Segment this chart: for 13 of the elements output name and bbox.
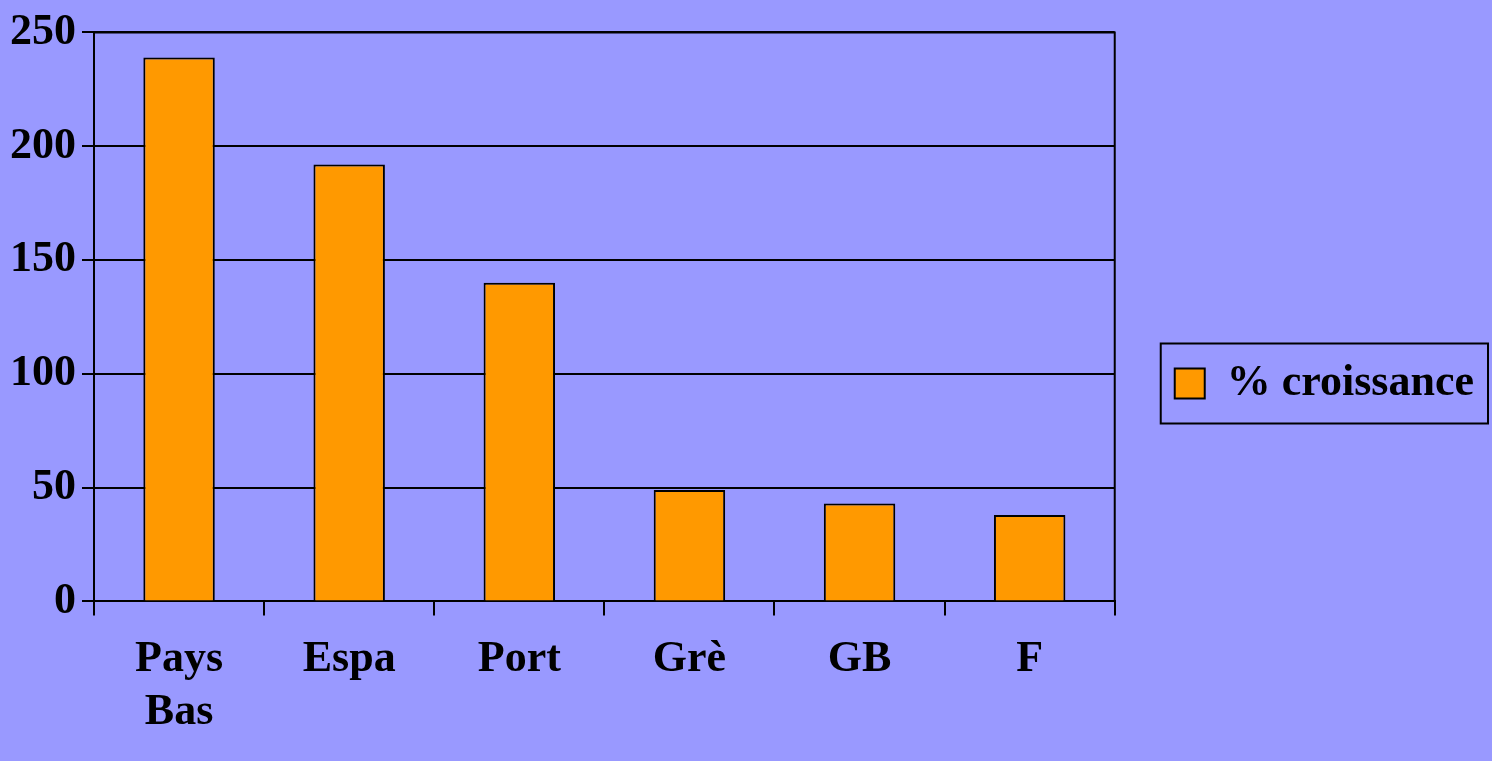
- x-tick-label: Grè: [652, 632, 727, 682]
- legend-label: % croissance: [1226, 355, 1474, 405]
- y-tick-label: 150: [10, 232, 76, 282]
- x-tick-label: Pays Bas: [135, 632, 224, 734]
- y-tick-label: 100: [10, 346, 76, 396]
- y-tick-label: 50: [32, 459, 76, 509]
- y-tick-label: 0: [54, 573, 76, 623]
- y-tick-label: 250: [10, 4, 76, 54]
- y-tick-label: 200: [10, 118, 76, 168]
- x-tick-label: F: [1016, 632, 1044, 682]
- x-tick-label: Port: [477, 632, 562, 682]
- x-tick-label: Espa: [302, 632, 396, 682]
- x-tick-label: GB: [827, 632, 892, 682]
